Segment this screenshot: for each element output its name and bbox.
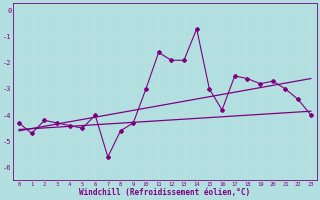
X-axis label: Windchill (Refroidissement éolien,°C): Windchill (Refroidissement éolien,°C): [79, 188, 251, 197]
